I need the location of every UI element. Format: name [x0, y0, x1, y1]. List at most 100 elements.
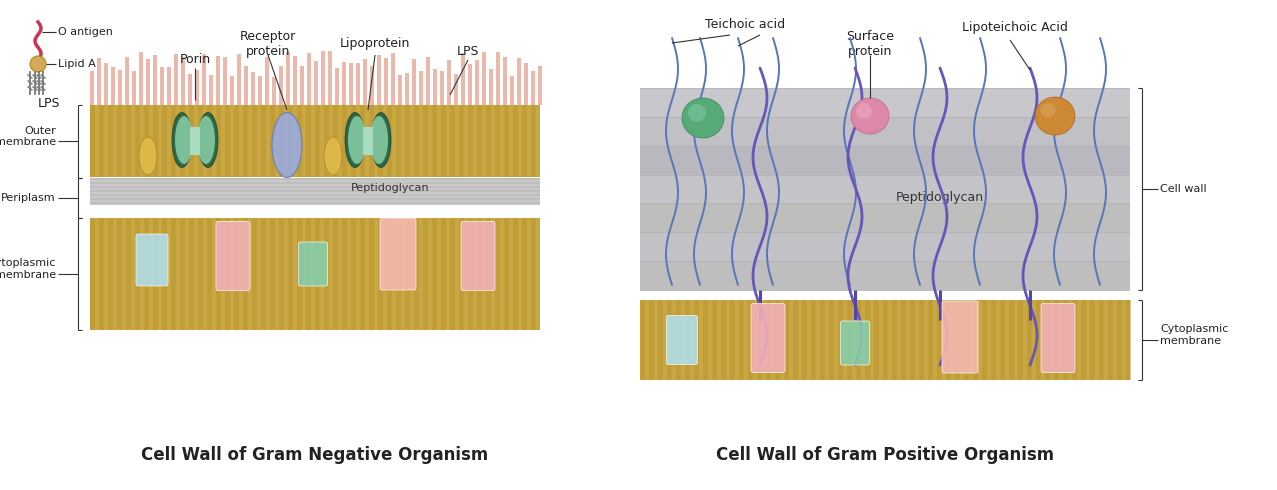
- Bar: [911, 340, 916, 380]
- Bar: [793, 340, 798, 380]
- Text: Lipoteichoic Acid: Lipoteichoic Acid: [962, 22, 1068, 34]
- FancyBboxPatch shape: [667, 316, 697, 365]
- Bar: [973, 340, 978, 380]
- Bar: [640, 203, 1130, 233]
- Bar: [531, 218, 536, 274]
- Bar: [202, 54, 206, 105]
- Bar: [289, 141, 292, 177]
- Bar: [144, 105, 149, 141]
- Bar: [261, 105, 266, 141]
- Bar: [314, 61, 318, 105]
- Bar: [351, 105, 356, 141]
- Bar: [503, 57, 507, 105]
- Bar: [405, 73, 409, 105]
- Bar: [757, 340, 762, 380]
- Bar: [261, 218, 266, 274]
- Bar: [414, 218, 419, 274]
- Bar: [387, 141, 392, 177]
- Bar: [234, 218, 239, 274]
- Bar: [207, 274, 212, 330]
- Text: O antigen: O antigen: [57, 27, 112, 37]
- Bar: [342, 274, 347, 330]
- Bar: [207, 105, 212, 141]
- Bar: [269, 218, 275, 274]
- Bar: [342, 62, 346, 105]
- Bar: [649, 340, 654, 380]
- Bar: [784, 300, 789, 340]
- Bar: [306, 218, 312, 274]
- Bar: [160, 67, 163, 105]
- Bar: [89, 274, 94, 330]
- Bar: [524, 63, 527, 105]
- Bar: [820, 300, 825, 340]
- Bar: [693, 340, 699, 380]
- Bar: [513, 274, 518, 330]
- Bar: [369, 141, 374, 177]
- Bar: [1027, 340, 1032, 380]
- Bar: [487, 105, 490, 141]
- Bar: [730, 340, 736, 380]
- Ellipse shape: [372, 113, 391, 168]
- Ellipse shape: [272, 113, 301, 177]
- Bar: [487, 141, 490, 177]
- Bar: [298, 141, 301, 177]
- Bar: [467, 141, 472, 177]
- Bar: [144, 218, 149, 274]
- Bar: [234, 141, 239, 177]
- Ellipse shape: [324, 137, 342, 175]
- Ellipse shape: [1034, 97, 1075, 135]
- Bar: [982, 300, 987, 340]
- Bar: [458, 218, 464, 274]
- Bar: [144, 274, 149, 330]
- Text: Peptidoglycan: Peptidoglycan: [351, 183, 429, 193]
- Bar: [704, 300, 707, 340]
- Bar: [676, 300, 681, 340]
- Bar: [272, 77, 276, 105]
- Ellipse shape: [850, 98, 889, 134]
- Bar: [315, 141, 321, 177]
- Bar: [252, 72, 255, 105]
- Bar: [1062, 340, 1068, 380]
- Bar: [441, 218, 446, 274]
- Bar: [423, 105, 428, 141]
- Bar: [919, 300, 925, 340]
- Bar: [865, 340, 870, 380]
- Bar: [467, 105, 472, 141]
- Bar: [640, 300, 645, 340]
- Bar: [360, 105, 365, 141]
- Bar: [802, 300, 807, 340]
- Bar: [230, 76, 234, 105]
- Ellipse shape: [856, 103, 872, 119]
- Bar: [89, 71, 94, 105]
- Bar: [351, 274, 356, 330]
- Bar: [937, 340, 942, 380]
- Bar: [640, 88, 1130, 89]
- Bar: [432, 105, 437, 141]
- Bar: [461, 53, 465, 105]
- Bar: [458, 141, 464, 177]
- Bar: [89, 178, 540, 205]
- Bar: [370, 66, 374, 105]
- Bar: [315, 105, 321, 141]
- Bar: [513, 218, 518, 274]
- Bar: [167, 67, 171, 105]
- Bar: [100, 218, 103, 274]
- Bar: [396, 218, 401, 274]
- Bar: [1108, 340, 1114, 380]
- Bar: [432, 274, 437, 330]
- Bar: [89, 105, 94, 141]
- Bar: [387, 274, 392, 330]
- Bar: [244, 66, 248, 105]
- Bar: [739, 300, 744, 340]
- Bar: [292, 56, 298, 105]
- Bar: [793, 300, 798, 340]
- Bar: [180, 105, 185, 141]
- Bar: [1045, 300, 1050, 340]
- Bar: [441, 141, 446, 177]
- Bar: [1054, 300, 1059, 340]
- FancyBboxPatch shape: [1041, 303, 1075, 372]
- FancyBboxPatch shape: [381, 218, 416, 290]
- Bar: [139, 52, 143, 105]
- Text: Periplasm: Periplasm: [1, 193, 56, 203]
- Bar: [190, 127, 200, 155]
